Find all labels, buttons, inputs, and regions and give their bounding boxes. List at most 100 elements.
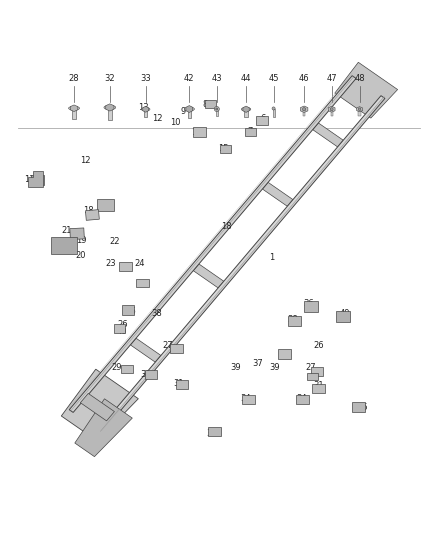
Text: 14: 14 [191, 127, 201, 136]
Text: 1: 1 [269, 253, 274, 262]
Polygon shape [186, 106, 193, 112]
Text: 11: 11 [24, 175, 34, 184]
Polygon shape [143, 106, 148, 112]
Text: 45: 45 [268, 74, 279, 83]
Polygon shape [296, 395, 309, 405]
Bar [72, 109, 76, 119]
Polygon shape [304, 301, 318, 312]
Bar [108, 108, 112, 119]
Text: 20: 20 [75, 251, 85, 260]
Polygon shape [328, 106, 335, 112]
Polygon shape [313, 123, 343, 147]
Polygon shape [288, 316, 300, 326]
Polygon shape [97, 199, 114, 212]
Polygon shape [119, 262, 132, 271]
Text: 40: 40 [117, 327, 127, 336]
Text: 31: 31 [173, 379, 184, 388]
Text: 37: 37 [252, 359, 263, 368]
Polygon shape [121, 365, 134, 374]
Text: 43: 43 [212, 74, 222, 83]
Polygon shape [205, 100, 216, 108]
Text: 38: 38 [152, 309, 162, 318]
Ellipse shape [141, 108, 150, 111]
Polygon shape [71, 105, 78, 111]
Polygon shape [262, 182, 293, 206]
Polygon shape [75, 399, 132, 457]
Text: 31: 31 [313, 381, 324, 390]
Polygon shape [70, 228, 85, 239]
Text: 35: 35 [357, 402, 367, 411]
Text: 29: 29 [111, 364, 122, 372]
Text: 10: 10 [170, 118, 180, 127]
Bar [358, 110, 360, 116]
Polygon shape [131, 338, 161, 362]
Text: 23: 23 [106, 259, 116, 268]
Polygon shape [61, 369, 138, 441]
Polygon shape [69, 76, 356, 413]
Circle shape [272, 107, 275, 110]
Text: 12: 12 [81, 156, 91, 165]
Text: 27: 27 [162, 342, 173, 351]
Polygon shape [357, 107, 363, 112]
Text: 34: 34 [241, 394, 251, 403]
Text: 26: 26 [118, 320, 128, 329]
Text: 21: 21 [62, 226, 72, 235]
Text: 7: 7 [248, 127, 253, 136]
Polygon shape [193, 264, 224, 288]
Polygon shape [31, 175, 44, 185]
Polygon shape [278, 349, 291, 359]
Polygon shape [220, 144, 231, 152]
Text: 18: 18 [222, 222, 232, 231]
Polygon shape [170, 344, 183, 353]
Text: 12: 12 [152, 114, 162, 123]
Text: 8: 8 [202, 100, 208, 109]
Bar [187, 109, 191, 118]
Polygon shape [85, 209, 99, 220]
Text: 30: 30 [140, 370, 151, 379]
Ellipse shape [241, 107, 251, 111]
Text: 34: 34 [297, 394, 307, 403]
Text: 48: 48 [354, 74, 365, 83]
Text: 28: 28 [69, 74, 79, 83]
Ellipse shape [184, 107, 194, 111]
Polygon shape [352, 402, 365, 412]
Text: 24: 24 [134, 259, 145, 268]
Text: 25: 25 [138, 280, 148, 289]
Circle shape [330, 108, 333, 111]
Circle shape [216, 108, 218, 110]
Bar [303, 110, 305, 116]
Polygon shape [335, 62, 398, 118]
Polygon shape [193, 127, 206, 137]
Polygon shape [336, 311, 350, 322]
Polygon shape [242, 395, 255, 405]
Polygon shape [114, 324, 125, 333]
Polygon shape [122, 305, 134, 315]
Polygon shape [137, 279, 149, 287]
Text: 19: 19 [76, 236, 87, 245]
Text: 13: 13 [138, 103, 149, 111]
Text: 32: 32 [105, 74, 115, 83]
Bar [215, 109, 218, 116]
Text: 42: 42 [184, 74, 194, 83]
Text: 49: 49 [339, 309, 350, 318]
Text: 46: 46 [299, 74, 310, 83]
Circle shape [214, 107, 219, 111]
Polygon shape [307, 373, 318, 381]
Text: 33: 33 [140, 74, 151, 83]
Text: 39: 39 [269, 364, 280, 372]
Polygon shape [106, 104, 114, 111]
Polygon shape [256, 116, 268, 125]
Polygon shape [81, 393, 114, 421]
Text: 35: 35 [206, 429, 216, 438]
Text: 26: 26 [313, 342, 324, 351]
Polygon shape [51, 237, 77, 254]
Text: 9: 9 [180, 107, 186, 116]
Polygon shape [300, 106, 308, 112]
Text: 44: 44 [241, 74, 251, 83]
Text: 6: 6 [260, 114, 265, 123]
Bar [244, 109, 247, 117]
Polygon shape [145, 370, 157, 379]
Polygon shape [98, 96, 385, 432]
Polygon shape [311, 367, 323, 376]
Text: 36: 36 [304, 299, 314, 308]
